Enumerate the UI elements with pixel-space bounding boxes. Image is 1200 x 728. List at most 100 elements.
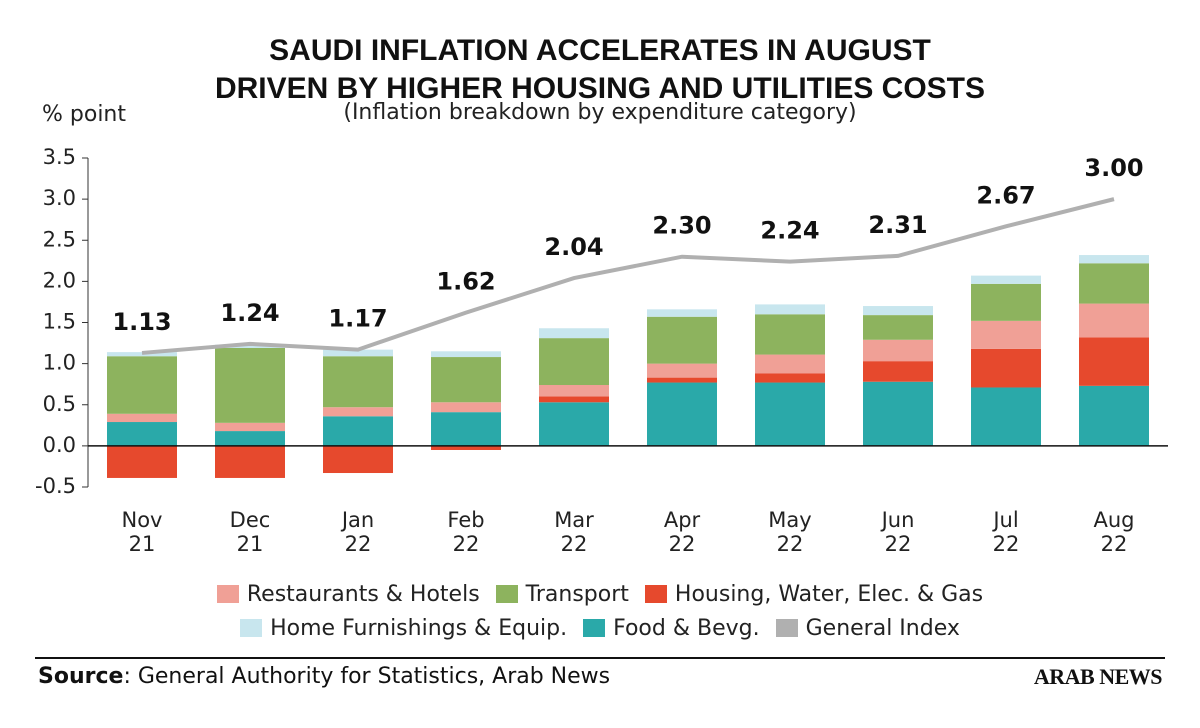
bar-segment: [431, 357, 501, 403]
bar-segment: [107, 356, 177, 414]
data-label: 1.62: [436, 268, 495, 296]
source-label: Source: [38, 664, 124, 689]
bar-segment: [1079, 263, 1149, 304]
data-label: 2.24: [760, 217, 819, 245]
legend-label: Transport: [525, 581, 629, 607]
bar-segment: [971, 348, 1041, 388]
bar-segment: [647, 377, 717, 383]
bar-segment: [647, 363, 717, 378]
bar-segment: [215, 422, 285, 432]
footer-rule: [35, 657, 1165, 659]
bar-segment: [971, 320, 1041, 349]
bar-segment: [755, 373, 825, 383]
line-series: [141, 197, 1115, 355]
bar-segment: [1079, 303, 1149, 338]
logo: ARAB NEWS: [1033, 664, 1163, 689]
chart-subtitle: (Inflation breakdown by expenditure cate…: [343, 100, 857, 125]
bar-segment: [431, 351, 501, 358]
x-tick-label: Jul 22: [992, 508, 1020, 556]
bar-segment: [971, 275, 1041, 284]
legend-swatch: [775, 619, 798, 637]
y-tick-label: 2.0: [43, 268, 76, 292]
bar-segment: [1079, 255, 1149, 264]
bar-segment: [431, 445, 501, 450]
bar-segment: [107, 422, 177, 446]
bar-segment: [323, 445, 393, 474]
y-tick-label: -0.5: [35, 474, 76, 498]
legend-swatch: [216, 585, 239, 603]
bar-segment: [539, 338, 609, 386]
bar-segment: [755, 304, 825, 315]
y-axis-label: % point: [42, 102, 127, 127]
bar-segment: [107, 445, 177, 478]
bar-segment: [647, 316, 717, 364]
bar-segment: [215, 431, 285, 446]
bar-segment: [971, 387, 1041, 446]
x-tick-label: Jan 22: [341, 508, 375, 556]
legend-item: Housing, Water, Elec. & Gas: [644, 580, 984, 608]
bar-segment: [755, 382, 825, 446]
legend-label: Restaurants & Hotels: [246, 581, 480, 607]
bar-segment: [863, 339, 933, 362]
x-tick-label: Aug 22: [1093, 508, 1135, 556]
data-label: 1.13: [112, 308, 171, 336]
y-tick-label: 1.0: [43, 351, 76, 375]
bar-segment: [431, 402, 501, 413]
bar-segment: [863, 381, 933, 446]
x-tick-label: Dec 21: [229, 508, 271, 556]
data-label: 1.17: [328, 305, 387, 333]
x-tick-label: Feb 22: [447, 508, 485, 556]
y-tick-label: 0.0: [43, 433, 76, 457]
legend-label: Housing, Water, Elec. & Gas: [674, 581, 984, 607]
y-tick-label: 1.5: [43, 310, 76, 334]
legend-swatch: [240, 619, 263, 637]
legend-label: Food & Bevg.: [613, 615, 760, 641]
bar-segment: [647, 382, 717, 446]
y-tick-label: 2.5: [43, 227, 76, 251]
chart-title: SAUDI INFLATION ACCELERATES IN AUGUST DR…: [214, 34, 986, 105]
y-tick-label: 3.0: [43, 186, 76, 210]
bar-segment: [539, 396, 609, 403]
x-tick-label: Nov 21: [121, 508, 163, 556]
bar-segment: [539, 385, 609, 397]
bar-segment: [431, 412, 501, 446]
bar-segment: [215, 347, 285, 423]
bar-segment: [107, 413, 177, 423]
bar-segment: [971, 283, 1041, 321]
data-label: 3.00: [1084, 154, 1143, 182]
legend-swatch: [644, 585, 667, 603]
legend-item: General Index: [775, 614, 960, 642]
data-label: 2.04: [544, 233, 603, 261]
data-label: 2.31: [868, 211, 927, 239]
x-tick-label: Apr 22: [663, 508, 701, 556]
source: Source: General Authority for Statistics…: [38, 664, 610, 689]
y-tick-label: 3.5: [43, 145, 76, 169]
bar-segment: [215, 344, 285, 348]
bar-segment: [755, 354, 825, 374]
bar-segment: [863, 306, 933, 316]
legend-swatch: [583, 619, 606, 637]
bar-segment: [323, 349, 393, 357]
bar-segment: [1079, 337, 1149, 386]
legend-item: Home Furnishings & Equip.: [240, 614, 567, 642]
bar-segment: [863, 315, 933, 340]
bar-segment: [107, 352, 177, 357]
y-tick-label: 0.5: [43, 392, 76, 416]
x-tick-label: Jun 22: [881, 508, 915, 556]
legend-swatch: [495, 585, 518, 603]
x-tick-label: Mar 22: [554, 508, 594, 556]
data-label: 2.30: [652, 212, 711, 240]
bar-segment: [755, 314, 825, 355]
data-label: 1.24: [220, 299, 279, 327]
legend-label: Home Furnishings & Equip.: [270, 615, 568, 641]
source-text: : General Authority for Statistics, Arab…: [123, 664, 611, 689]
bar-segment: [539, 328, 609, 339]
bar-segment: [323, 407, 393, 417]
bar-segment: [215, 445, 285, 478]
legend: Restaurants & Hotels Transport Housing, Wa…: [160, 580, 1040, 642]
legend-item: Transport: [495, 580, 629, 608]
bar-segment: [323, 416, 393, 446]
data-label: 2.67: [976, 181, 1035, 209]
